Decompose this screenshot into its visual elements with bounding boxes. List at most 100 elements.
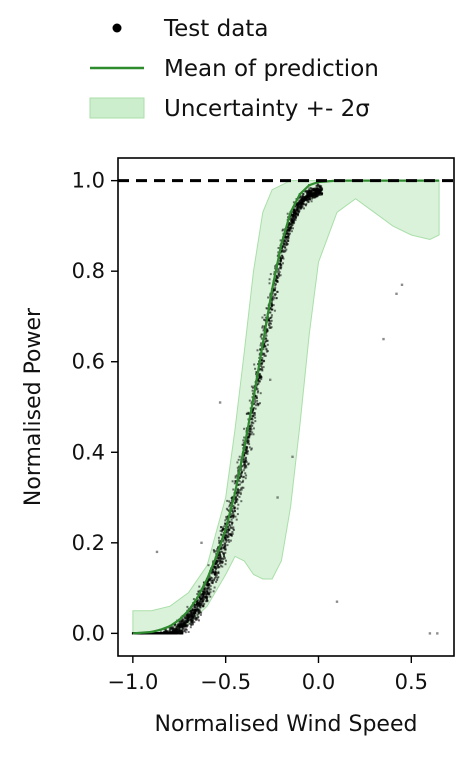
- test-data-point: [258, 377, 261, 380]
- test-data-point: [311, 193, 313, 196]
- test-data-point: [274, 284, 277, 287]
- test-data-point: [299, 202, 302, 205]
- test-data-point: [290, 223, 292, 226]
- test-data-point: [240, 500, 243, 503]
- test-data-point: [259, 365, 262, 368]
- test-data-point: [249, 430, 252, 432]
- test-data-point: [250, 385, 253, 388]
- test-data-point: [227, 532, 230, 535]
- test-data-point: [221, 530, 224, 533]
- test-data-point: [240, 487, 243, 490]
- test-data-point: [277, 247, 280, 249]
- test-data-point: [223, 536, 226, 539]
- test-data-point: [270, 314, 273, 317]
- test-data-point: [293, 217, 296, 220]
- test-data-point: [240, 488, 243, 491]
- test-data-point: [301, 205, 304, 208]
- test-data-point: [207, 587, 209, 590]
- test-data-point: [276, 496, 279, 499]
- test-data-point: [225, 559, 227, 562]
- test-data-point: [181, 626, 184, 629]
- test-data-point: [265, 330, 268, 333]
- test-data-point: [183, 624, 185, 627]
- test-data-point: [204, 590, 206, 593]
- test-data-point: [315, 187, 318, 190]
- test-data-point: [318, 189, 321, 192]
- test-data-point: [190, 623, 193, 626]
- test-data-point: [213, 576, 216, 579]
- test-data-point: [253, 411, 255, 414]
- test-data-point: [209, 595, 212, 598]
- test-data-point: [231, 512, 234, 515]
- test-data-point: [199, 597, 202, 600]
- test-data-point: [237, 458, 240, 461]
- test-data-point: [160, 632, 163, 635]
- test-data-point: [189, 613, 192, 616]
- test-data-point: [173, 627, 176, 630]
- test-data-point: [238, 480, 241, 483]
- test-data-point: [288, 229, 291, 232]
- test-data-point: [248, 443, 251, 446]
- test-data-point: [196, 602, 199, 605]
- test-data-point: [290, 226, 293, 229]
- test-data-point: [269, 308, 272, 311]
- test-data-point: [198, 585, 201, 588]
- test-data-point: [223, 555, 226, 558]
- test-data-point: [222, 526, 224, 529]
- test-data-point: [282, 262, 284, 265]
- test-data-point: [196, 613, 199, 616]
- test-data-point: [256, 383, 259, 386]
- test-data-point: [209, 579, 212, 582]
- uncertainty-band-layer: [132, 180, 440, 634]
- test-data-point: [251, 389, 254, 392]
- test-data-point: [202, 592, 205, 595]
- test-data-point: [301, 204, 304, 207]
- test-data-point: [232, 529, 235, 531]
- test-data-point: [243, 466, 246, 469]
- test-data-point: [214, 563, 217, 566]
- test-data-point: [224, 546, 227, 549]
- test-data-point: [279, 274, 282, 277]
- test-data-point: [203, 602, 206, 605]
- test-data-point: [179, 620, 182, 623]
- test-data-point: [310, 192, 313, 194]
- test-data-point: [260, 363, 263, 366]
- test-data-point: [185, 625, 188, 628]
- test-data-point: [276, 276, 279, 279]
- test-data-point: [186, 624, 189, 627]
- test-data-point: [213, 566, 216, 569]
- test-data-point: [192, 621, 194, 624]
- test-data-point: [282, 241, 285, 244]
- test-data-point: [183, 629, 186, 632]
- test-data-point: [215, 560, 217, 562]
- test-data-point: [226, 508, 229, 511]
- test-data-point: [223, 546, 225, 548]
- test-data-point: [224, 523, 227, 526]
- test-data-point: [178, 629, 181, 631]
- test-data-point: [272, 304, 275, 307]
- test-data-point: [222, 543, 225, 546]
- test-data-point: [312, 196, 315, 199]
- test-data-point: [185, 620, 187, 623]
- test-data-point: [192, 617, 195, 619]
- test-data-point: [228, 505, 231, 508]
- test-data-point: [310, 200, 313, 203]
- test-data-point: [321, 192, 323, 195]
- test-data-point: [311, 197, 313, 200]
- test-data-point: [148, 632, 151, 635]
- test-data-point: [298, 205, 301, 208]
- test-data-point: [192, 609, 195, 612]
- test-data-point: [201, 599, 204, 601]
- test-data-point: [284, 244, 287, 246]
- test-data-point: [236, 497, 239, 500]
- test-data-point: [294, 209, 297, 212]
- test-data-point: [292, 201, 295, 204]
- test-data-point: [274, 294, 276, 297]
- test-data-point: [206, 590, 209, 593]
- test-data-point: [242, 456, 245, 459]
- test-data-point: [283, 239, 286, 242]
- test-data-point: [252, 413, 255, 416]
- test-data-point: [298, 211, 300, 214]
- test-data-point: [219, 560, 222, 563]
- test-data-point: [216, 560, 219, 563]
